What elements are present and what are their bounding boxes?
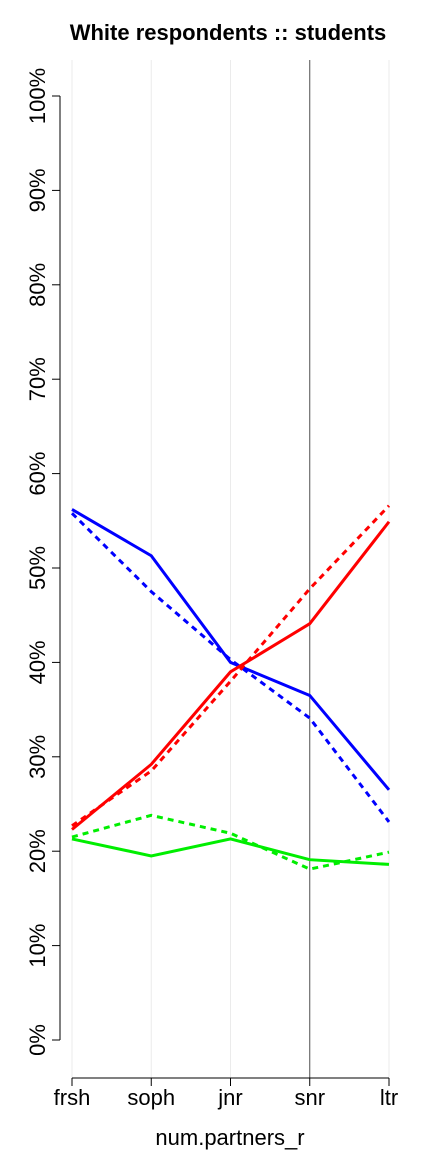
series-line [71,520,391,831]
y-tick-label: 0% [25,1024,50,1056]
chart-title: White respondents :: students [70,20,387,45]
y-tick-label: 60% [25,452,50,496]
y-tick-label: 80% [25,263,50,307]
x-tick-label: jnr [217,1085,242,1110]
x-tick-label: ltr [380,1085,398,1110]
y-tick-label: 40% [25,640,50,684]
x-axis-label: num.partners_r [155,1125,304,1150]
x-tick-label: frsh [54,1085,91,1110]
y-tick-label: 70% [25,357,50,401]
series-line [71,837,390,866]
series-line [70,512,391,823]
y-tick-label: 50% [25,546,50,590]
series-line [71,813,390,871]
y-tick-label: 30% [25,735,50,779]
y-tick-label: 100% [25,68,50,124]
series-line [71,504,391,827]
x-tick-label: soph [127,1085,175,1110]
x-tick-label: snr [294,1085,325,1110]
series-line [71,508,391,791]
y-tick-label: 90% [25,168,50,212]
y-tick-label: 20% [25,829,50,873]
y-tick-label: 10% [25,924,50,968]
